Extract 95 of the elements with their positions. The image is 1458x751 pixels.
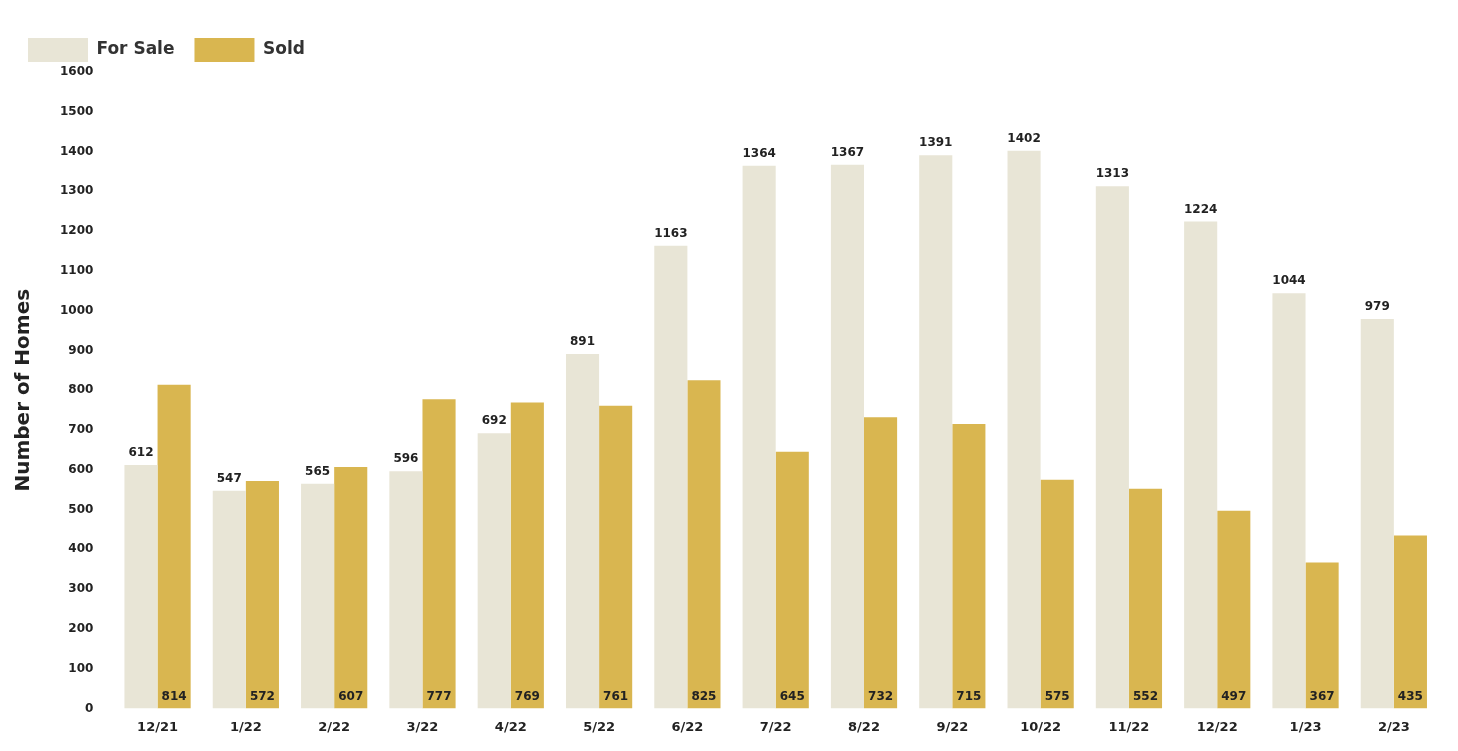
bar	[565, 354, 600, 709]
data-label: 732	[868, 688, 894, 703]
y-tick-label: 0	[85, 700, 94, 715]
legend-label: For Sale	[96, 38, 175, 59]
data-label: 777	[426, 688, 452, 703]
bar	[775, 451, 809, 709]
x-tick-label: 9/22	[936, 718, 969, 734]
bar	[952, 424, 986, 709]
bar	[830, 164, 865, 709]
bar	[742, 165, 776, 709]
data-label: 692	[481, 413, 507, 428]
y-tick-label: 1400	[59, 143, 94, 158]
data-label: 1313	[1095, 166, 1130, 181]
data-label: 572	[249, 688, 275, 703]
bar	[510, 402, 544, 709]
y-tick-label: 1200	[59, 223, 94, 238]
x-tick-label: 2/22	[318, 718, 351, 734]
y-tick-label: 1000	[59, 302, 94, 317]
x-tick-label: 2/23	[1377, 718, 1410, 734]
bar	[1360, 319, 1394, 709]
bar	[654, 245, 688, 709]
x-tick-label: 11/22	[1108, 718, 1150, 734]
y-tick-label: 600	[68, 461, 94, 476]
bar	[212, 490, 246, 709]
data-label: 596	[393, 451, 419, 466]
x-tick-label: 1/22	[229, 718, 262, 734]
bar	[157, 384, 191, 709]
bar	[124, 464, 158, 709]
y-tick-label: 1500	[59, 103, 94, 118]
data-label: 547	[216, 470, 242, 485]
data-label: 891	[570, 334, 596, 349]
data-label: 761	[603, 688, 629, 703]
y-tick-label: 400	[68, 541, 94, 556]
data-label: 575	[1044, 688, 1070, 703]
bar	[687, 380, 721, 709]
bar	[1393, 535, 1427, 709]
data-label: 367	[1309, 688, 1335, 703]
bar	[1095, 186, 1129, 709]
bar	[919, 155, 953, 709]
bar	[1305, 562, 1339, 709]
data-label: 435	[1397, 688, 1423, 703]
x-tick-label: 4/22	[494, 718, 527, 734]
x-tick-label: 5/22	[583, 718, 616, 734]
data-label: 1224	[1183, 201, 1218, 216]
bar	[389, 471, 423, 709]
bar	[245, 480, 279, 709]
y-tick-label: 1600	[59, 64, 94, 79]
y-tick-label: 300	[68, 581, 94, 596]
data-label: 612	[128, 445, 154, 460]
data-label: 1367	[830, 144, 865, 159]
bar	[1272, 293, 1306, 709]
data-label: 715	[956, 688, 982, 703]
data-label: 1402	[1007, 130, 1041, 145]
bar	[1217, 510, 1251, 709]
bar	[1128, 488, 1163, 709]
data-label: 1163	[654, 225, 688, 240]
data-label: 552	[1132, 688, 1159, 703]
y-tick-label: 1100	[59, 263, 94, 277]
y-tick-label: 700	[68, 422, 94, 437]
legend-label: Sold	[262, 38, 305, 59]
x-tick-label: 6/22	[671, 718, 704, 734]
x-tick-label: 8/22	[848, 718, 880, 734]
bar	[1007, 150, 1041, 709]
data-label: 497	[1221, 688, 1247, 703]
bar	[301, 483, 335, 709]
x-tick-label: 12/21	[137, 718, 179, 734]
data-label: 1391	[919, 135, 953, 150]
x-tick-label: 10/22	[1020, 718, 1062, 734]
x-tick-label: 12/22	[1196, 718, 1238, 734]
y-tick-label: 200	[68, 620, 94, 635]
y-tick-label: 900	[68, 342, 94, 357]
data-label: 1364	[742, 145, 776, 160]
data-label: 565	[305, 463, 331, 478]
data-label: 814	[161, 688, 187, 703]
bar	[1184, 221, 1218, 709]
x-tick-label: 7/22	[759, 718, 792, 734]
data-label: 979	[1364, 299, 1390, 314]
data-label: 825	[691, 688, 717, 703]
data-label: 645	[779, 688, 805, 703]
bar	[864, 417, 898, 709]
y-axis-title: Number of Homes	[10, 288, 35, 492]
bar	[334, 466, 368, 709]
x-tick-label: 1/23	[1289, 718, 1322, 734]
data-label: 769	[514, 688, 540, 703]
y-tick-label: 800	[68, 382, 94, 397]
x-tick-label: 3/22	[406, 718, 439, 734]
bar	[1040, 479, 1074, 709]
bar	[477, 433, 511, 709]
bar	[599, 405, 633, 709]
y-tick-label: 500	[68, 501, 94, 516]
data-label: 607	[338, 688, 364, 703]
y-tick-label: 100	[68, 660, 94, 675]
bar	[422, 399, 456, 709]
data-label: 1044	[1272, 273, 1306, 288]
y-tick-label: 1300	[59, 183, 94, 198]
